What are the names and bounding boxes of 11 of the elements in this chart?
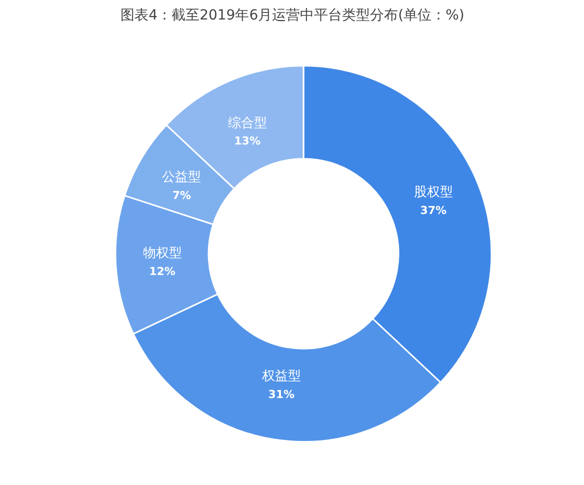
slice-label: 公益型	[162, 170, 202, 186]
slice-label: 物权型	[142, 246, 182, 262]
data-label: 13%	[234, 134, 260, 148]
chart-title: 图表4：截至2019年6月运营中平台类型分布(单位：%)	[120, 8, 464, 24]
slice-label: 股权型	[414, 185, 453, 200]
data-label: 12%	[149, 264, 176, 278]
data-label: 7%	[172, 189, 192, 202]
slice-label: 权益型	[260, 368, 301, 384]
slice-label: 综合型	[228, 116, 267, 131]
data-label: 31%	[268, 388, 295, 401]
data-label: 37%	[420, 204, 447, 217]
